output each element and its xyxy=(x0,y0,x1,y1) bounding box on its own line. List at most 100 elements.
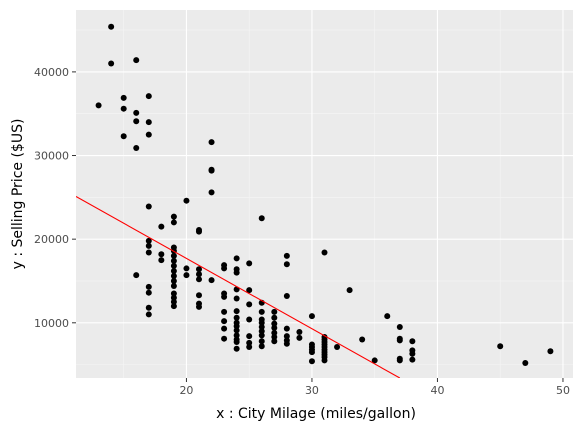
data-point xyxy=(145,203,152,210)
data-point xyxy=(258,308,265,315)
data-point xyxy=(271,320,278,327)
data-point xyxy=(233,314,240,321)
data-point xyxy=(246,344,253,351)
data-point xyxy=(145,283,152,290)
data-point xyxy=(208,277,215,284)
data-point xyxy=(221,308,228,315)
data-point xyxy=(221,265,228,272)
data-point xyxy=(145,311,152,318)
y-tick-label: 30000 xyxy=(34,150,69,163)
data-point xyxy=(183,272,190,279)
data-point xyxy=(246,287,253,294)
data-point xyxy=(233,269,240,276)
data-point xyxy=(258,215,265,222)
data-point xyxy=(120,94,127,101)
y-tick-label: 10000 xyxy=(34,317,69,330)
data-point xyxy=(221,318,228,325)
data-point xyxy=(133,118,140,125)
data-point xyxy=(308,358,315,365)
data-point xyxy=(170,219,177,226)
data-point xyxy=(271,338,278,345)
data-point xyxy=(246,301,253,308)
data-point xyxy=(183,197,190,204)
data-point xyxy=(308,349,315,356)
data-point xyxy=(384,313,391,320)
data-point xyxy=(359,336,366,343)
data-point xyxy=(296,334,303,341)
data-point xyxy=(221,335,228,342)
data-point xyxy=(522,359,529,366)
data-point xyxy=(258,332,265,339)
data-point xyxy=(133,57,140,64)
data-point xyxy=(170,290,177,297)
data-point xyxy=(170,257,177,264)
fit-line-group xyxy=(76,196,401,378)
data-point xyxy=(158,251,165,258)
data-point xyxy=(271,308,278,315)
data-point xyxy=(158,223,165,230)
data-point xyxy=(396,357,403,364)
data-point xyxy=(233,327,240,334)
data-point xyxy=(547,348,554,355)
data-point xyxy=(170,213,177,220)
data-point xyxy=(221,293,228,300)
data-point xyxy=(296,329,303,335)
data-point xyxy=(145,93,152,100)
data-point xyxy=(170,298,177,305)
data-point xyxy=(409,338,416,345)
data-point xyxy=(246,333,253,340)
data-point xyxy=(195,276,202,283)
data-point xyxy=(120,133,127,140)
data-point xyxy=(233,332,240,339)
data-point xyxy=(246,339,253,346)
data-point xyxy=(183,265,190,272)
data-point xyxy=(195,303,202,310)
data-point xyxy=(145,304,152,311)
data-point xyxy=(195,271,202,278)
data-point xyxy=(283,252,290,259)
data-point xyxy=(170,262,177,269)
data-point xyxy=(334,344,341,351)
data-point xyxy=(208,167,215,174)
x-tick-label: 40 xyxy=(430,384,444,397)
data-point xyxy=(409,350,416,357)
data-point xyxy=(195,266,202,273)
data-point xyxy=(195,292,202,299)
data-point xyxy=(145,119,152,126)
minor-gridlines xyxy=(76,10,573,378)
data-point xyxy=(233,295,240,302)
x-tick-label: 50 xyxy=(556,384,570,397)
data-point xyxy=(145,131,152,138)
x-tick-label: 30 xyxy=(305,384,319,397)
data-point xyxy=(396,323,403,330)
data-point xyxy=(170,267,177,274)
data-point xyxy=(170,277,177,284)
data-point xyxy=(170,252,177,259)
data-point xyxy=(283,325,290,332)
data-point xyxy=(258,319,265,326)
data-point xyxy=(271,324,278,331)
data-point xyxy=(221,325,228,332)
data-point xyxy=(283,340,290,347)
data-point xyxy=(246,316,253,323)
data-point xyxy=(371,357,378,364)
data-point xyxy=(145,237,152,244)
y-axis-ticks: 10000 20000 30000 40000 xyxy=(34,66,76,330)
data-point xyxy=(321,357,328,364)
data-point xyxy=(145,289,152,296)
x-axis-title: x : City Milage (miles/gallon) xyxy=(216,406,416,422)
plot-panel xyxy=(76,10,573,378)
data-point xyxy=(258,338,265,345)
regression-line xyxy=(76,196,401,378)
x-tick-label: 20 xyxy=(179,384,193,397)
data-point xyxy=(108,23,115,30)
data-point xyxy=(246,260,253,267)
data-point xyxy=(233,339,240,346)
data-point xyxy=(271,334,278,341)
data-points xyxy=(95,23,554,366)
data-point xyxy=(271,314,278,321)
data-point xyxy=(308,313,315,320)
data-point xyxy=(170,294,177,301)
data-point xyxy=(258,323,265,330)
